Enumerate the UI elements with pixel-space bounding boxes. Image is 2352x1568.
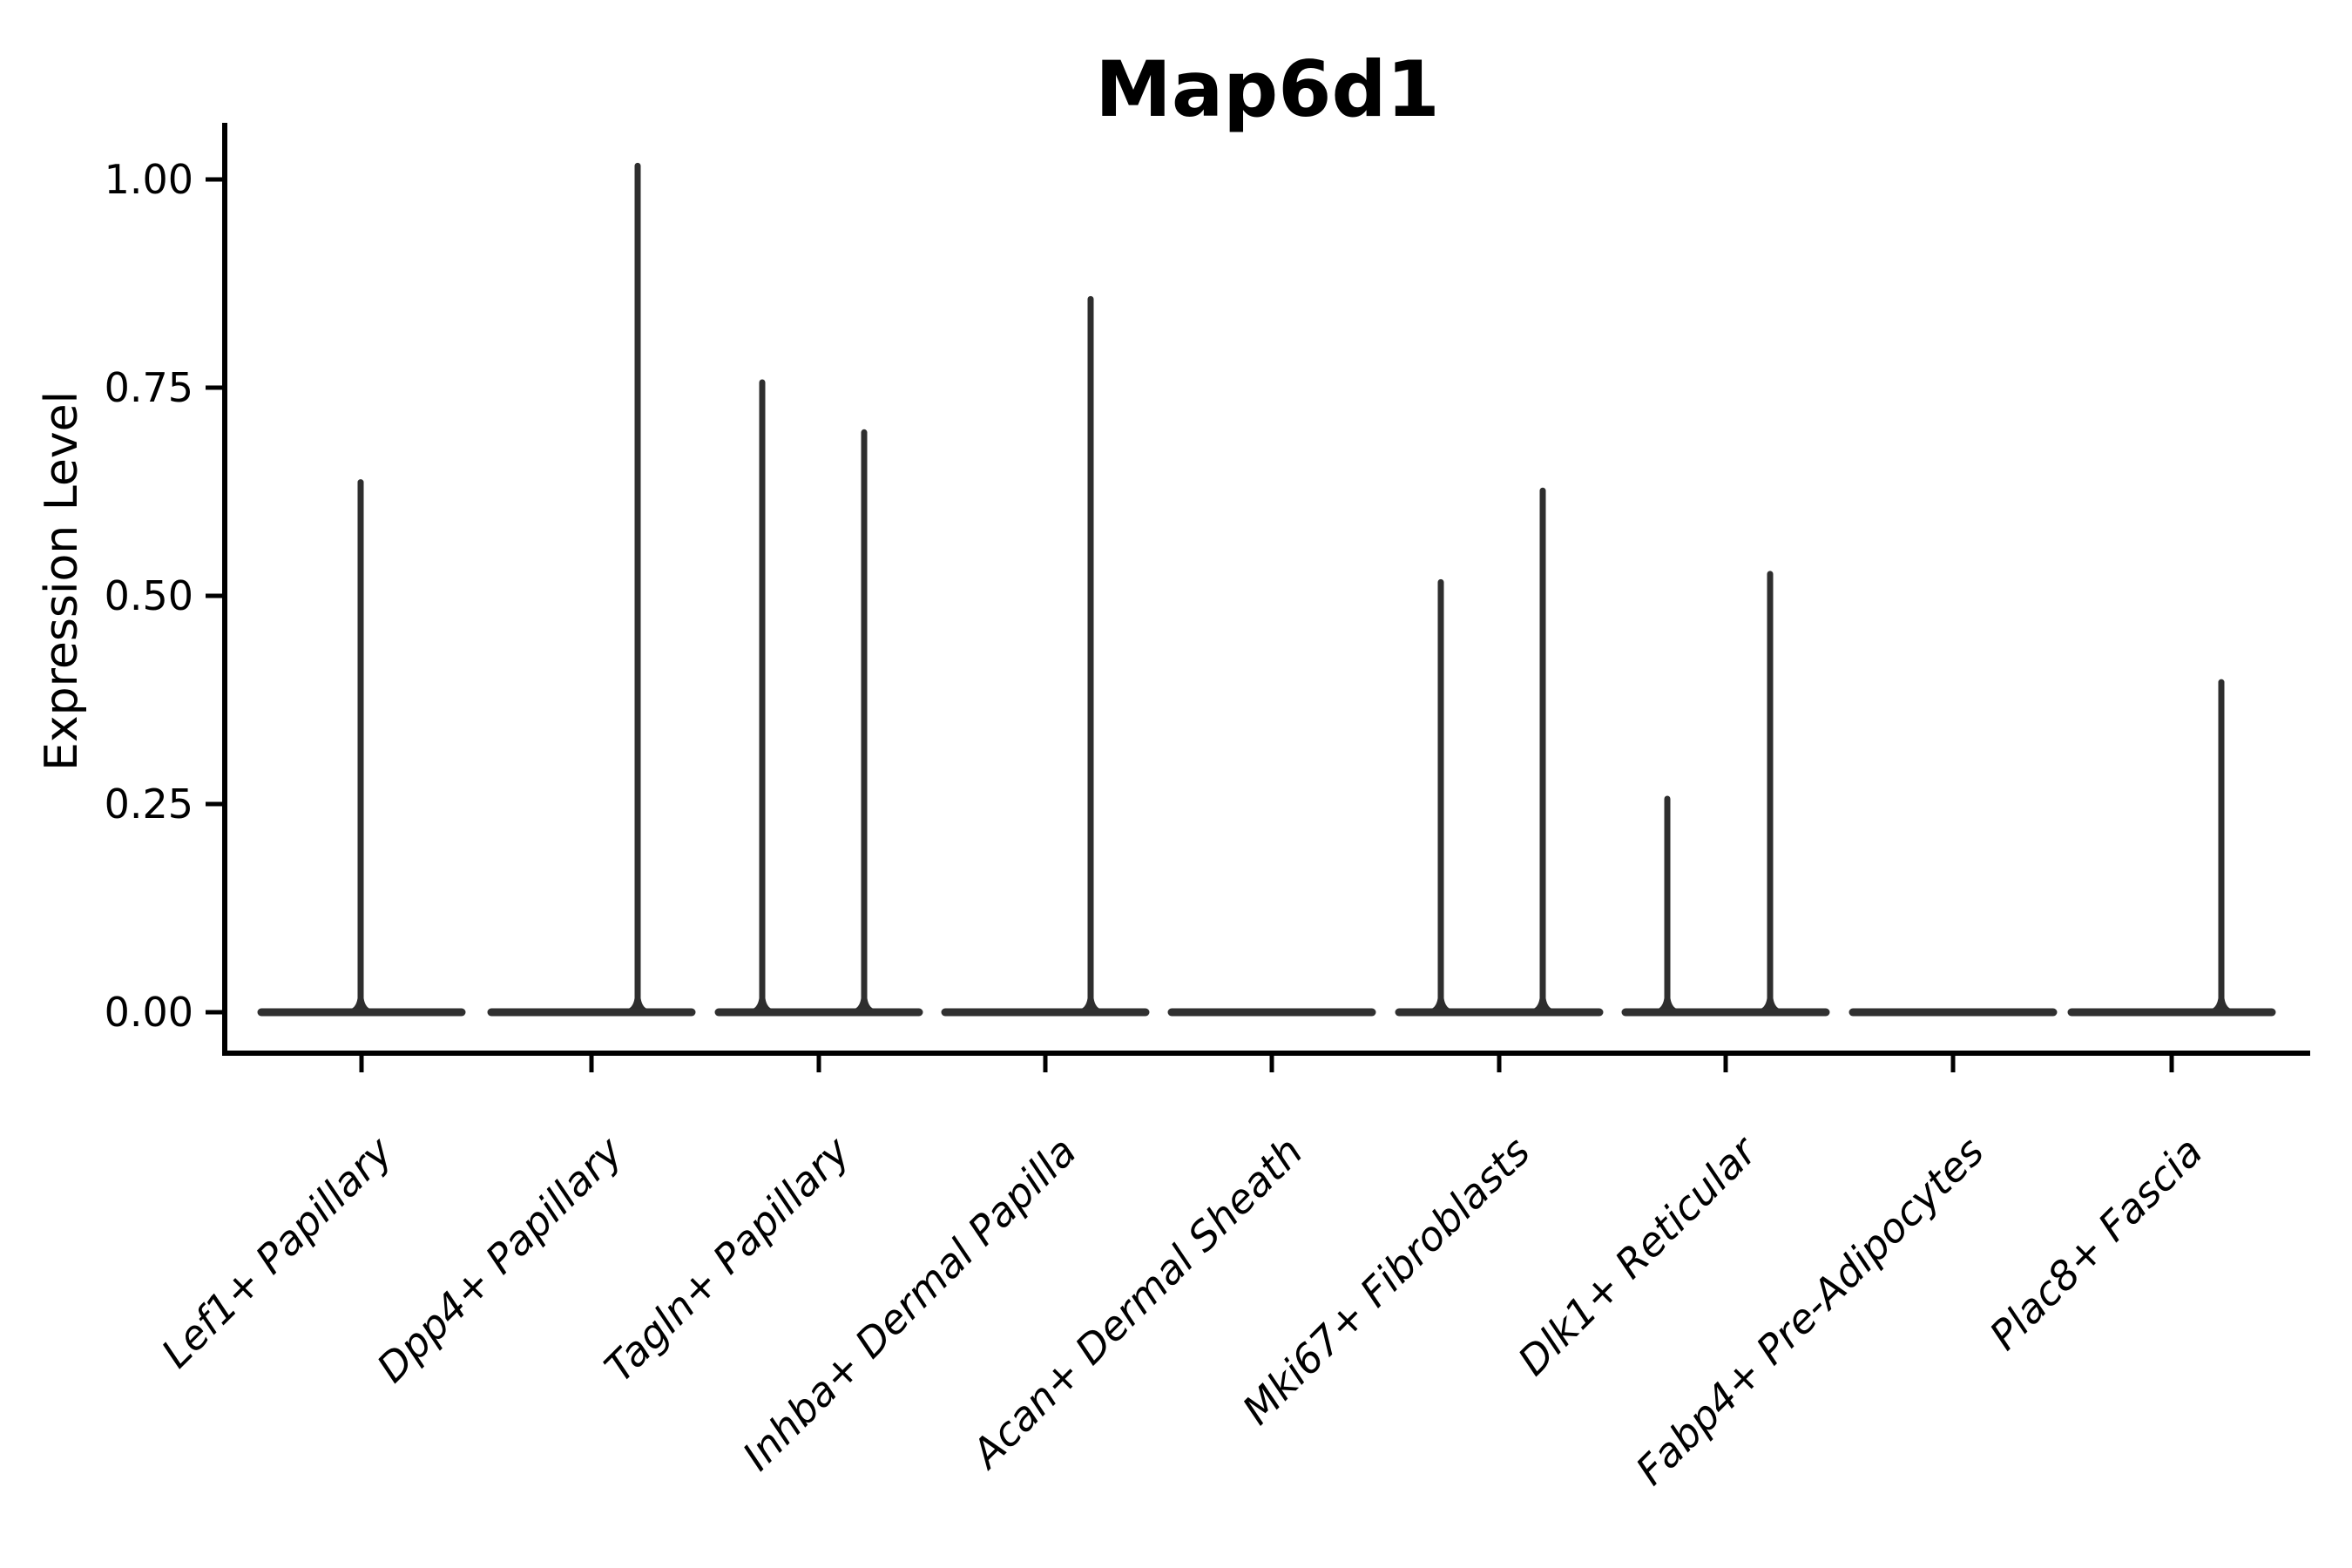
violin-spike-tagln-papillary-1	[852, 429, 876, 1010]
y-axis-label: Expression Level	[36, 391, 88, 771]
y-tick-label-1.00: 1.00	[105, 156, 193, 203]
violin-spike-tagln-papillary-0	[750, 379, 774, 1010]
violin-spike-inhba-dermal-papilla-0	[1078, 295, 1103, 1010]
violin-plac8-fascia	[2067, 679, 2276, 1017]
violin-mki67-fibroblasts	[1395, 487, 1604, 1017]
violin-lef1-papillary	[257, 479, 466, 1017]
violin-spike-mki67-fibroblasts-1	[1531, 487, 1555, 1010]
x-tick-label-tagln-papillary: Tagln+ Papillary	[595, 1127, 859, 1391]
violin-spike-plac8-fascia-0	[2209, 679, 2234, 1010]
x-tick-label-lef1-papillary: Lef1+ Papillary	[152, 1127, 402, 1376]
violin-inhba-dermal-papilla	[941, 295, 1150, 1017]
axes-spines	[222, 123, 2310, 1056]
violins-layer	[257, 162, 2276, 1017]
violin-spike-lef1-papillary-0	[348, 479, 373, 1010]
y-tick-label-0.75: 0.75	[105, 364, 193, 411]
violin-dlk1-reticular	[1621, 571, 1830, 1017]
x-tick-label-dpp4-papillary: Dpp4+ Papillary	[368, 1127, 632, 1391]
violin-dpp4-papillary	[487, 162, 696, 1017]
y-tick-label-0.25: 0.25	[105, 781, 193, 828]
violin-tagln-papillary	[714, 379, 923, 1017]
violin-spike-dpp4-papillary-0	[625, 162, 650, 1010]
y-axis-ticks: 0.00 0.25 0.50 0.75 1.00	[105, 156, 225, 1036]
y-tick-label-0.00: 0.00	[105, 989, 193, 1036]
x-tick-label-plac8-fascia: Plac8+ Fascia	[1980, 1128, 2211, 1359]
chart-title: Map6d1	[1095, 44, 1439, 134]
violin-spike-dlk1-reticular-1	[1758, 571, 1782, 1010]
x-tick-label-dlk1-reticular: Dlk1+ Reticular	[1509, 1125, 1767, 1384]
violin-spike-mki67-fibroblasts-0	[1429, 578, 1453, 1010]
violin-spike-dlk1-reticular-0	[1655, 795, 1680, 1010]
y-tick-label-0.50: 0.50	[105, 572, 193, 619]
